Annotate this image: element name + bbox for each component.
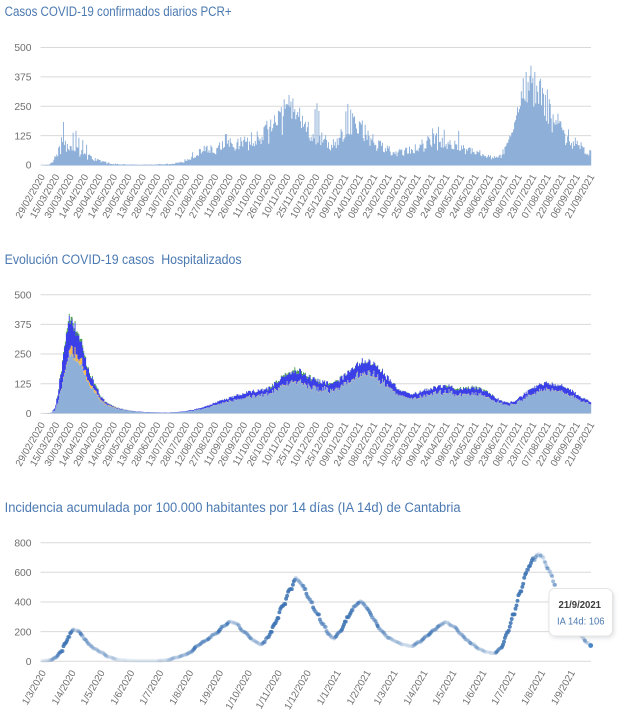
svg-text:Casos COVID-19 confirmados dia: Casos COVID-19 confirmados diarios PCR+ [5,4,232,19]
svg-text:Evolución COVID-19 casos Hosp: Evolución COVID-19 casos Hospitalizados [5,252,242,267]
svg-text:21/9/2021: 21/9/2021 [559,600,602,611]
svg-text:500: 500 [14,290,31,301]
svg-text:250: 250 [14,350,31,361]
svg-text:500: 500 [14,43,31,54]
svg-text:IA 14d: 106: IA 14d: 106 [557,617,605,628]
svg-text:0: 0 [26,409,32,420]
svg-text:800: 800 [14,538,31,549]
svg-text:375: 375 [14,320,31,331]
svg-text:0: 0 [26,657,32,668]
svg-text:375: 375 [14,73,31,84]
svg-text:0: 0 [26,161,32,172]
svg-text:600: 600 [14,568,31,579]
svg-text:250: 250 [14,102,31,113]
svg-text:200: 200 [14,627,31,638]
svg-text:125: 125 [14,131,31,142]
svg-text:125: 125 [14,379,31,390]
svg-text:Incidencia acumulada por 100.0: Incidencia acumulada por 100.000 habitan… [5,500,462,515]
svg-text:400: 400 [14,598,31,609]
